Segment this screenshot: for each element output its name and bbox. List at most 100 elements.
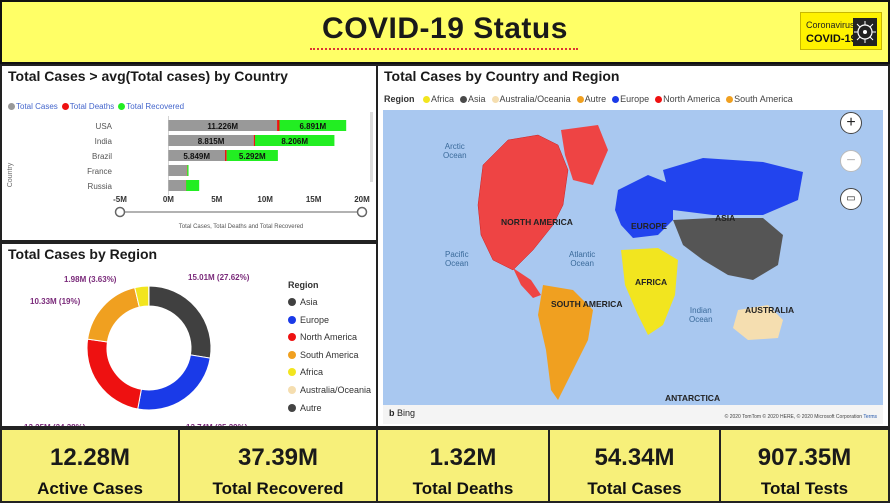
region-legend-item[interactable]: North America [288, 332, 371, 350]
kpi-strip: 12.28M Active Cases 37.39M Total Recovered 1… [0, 428, 890, 503]
bar-segment[interactable] [277, 120, 280, 131]
x-tick-label: -5M [113, 195, 127, 204]
legend-label: North America [663, 94, 721, 104]
legend-label: Australia/Oceania [300, 384, 372, 395]
header-banner: COVID-19 Status Coronavirus COVID-19 [0, 0, 890, 64]
x-tick-label: 15M [306, 195, 322, 204]
region-legend-item[interactable]: Australia/Oceania [288, 385, 371, 403]
x-axis-title: Total Cases, Total Deaths and Total Reco… [179, 224, 304, 230]
map-russia [663, 158, 803, 215]
atlantic-ocean-label: Atlantic Ocean [569, 250, 596, 268]
donut-data-label: 13.74M (25.29%) [186, 423, 248, 426]
select-region-button[interactable]: ▭ [840, 188, 862, 210]
country-bar-chart-panel: Total Cases > avg(Total cases) by Countr… [0, 64, 378, 242]
range-slider-handle-right[interactable] [356, 206, 368, 218]
bar-segment[interactable] [168, 150, 226, 161]
donut-data-label: 15.01M (27.62%) [188, 273, 250, 282]
legend-label: North America [300, 332, 358, 343]
donut-slice[interactable] [137, 354, 211, 411]
legend-dot [576, 96, 584, 103]
range-slider-handle-left[interactable] [114, 206, 126, 218]
bar-legend-item[interactable]: Total Deaths [61, 102, 114, 111]
kpi-card: 1.32M Total Deaths [376, 428, 550, 503]
europe-label: EUROPE [631, 221, 667, 231]
bar-segment[interactable] [187, 165, 189, 176]
map-europe [615, 175, 673, 238]
donut-slice[interactable] [148, 285, 212, 359]
map-legend-item[interactable]: Africa [423, 94, 454, 104]
world-map [383, 125, 883, 424]
donut-slice[interactable] [86, 338, 142, 410]
region-donut-chart: 15.01M (27.62%) 13.74M (25.29%) 13.25M (24… [24, 273, 250, 426]
zoom-out-button[interactable]: − [840, 150, 862, 172]
legend-dot [288, 315, 296, 324]
map-antarctica [383, 405, 883, 424]
map-legend-item[interactable]: Autre [576, 94, 606, 104]
kpi-value: 37.39M [237, 444, 319, 471]
map-central-america [513, 268, 541, 298]
world-map-panel: Total Cases by Country and Region Region… [376, 64, 890, 428]
bar-legend-item[interactable]: Total Recovered [118, 102, 184, 111]
legend-label: Europe [300, 314, 330, 325]
attribution-text: © 2020 TomTom © 2020 HERE, © 2020 Micros… [724, 414, 863, 420]
kpi-label: Total Tests [760, 479, 849, 498]
bar-chart-legend: Total Cases Total Deaths Total Recovered [8, 96, 188, 114]
asia-label: ASIA [715, 213, 736, 223]
map-legend-item[interactable]: Europe [612, 94, 649, 104]
bar-segment[interactable] [185, 180, 187, 191]
legend-dot [460, 96, 468, 103]
legend-label: Africa [431, 94, 455, 104]
bar-segment[interactable] [279, 120, 347, 131]
x-tick-label: 20M [354, 195, 370, 204]
bar-segment[interactable] [225, 150, 227, 161]
map-africa [621, 248, 678, 335]
map-south-america [538, 285, 593, 400]
australia-label: AUSTRALIA [745, 305, 795, 315]
region-legend-item[interactable]: Asia [288, 297, 371, 315]
y-axis-title: Country [7, 162, 14, 187]
region-legend-item[interactable]: Autre [288, 403, 371, 421]
map-legend-item[interactable]: Asia [460, 94, 486, 104]
region-legend-item[interactable]: South America [288, 350, 371, 368]
donut-data-label: 10.33M (19%) [30, 297, 81, 306]
north-america-label: NORTH AMERICA [501, 217, 573, 227]
donut-slice[interactable] [87, 287, 140, 343]
bar-segment[interactable] [168, 180, 186, 191]
country-label: Russia [88, 182, 113, 191]
x-tick-label: 10M [257, 195, 273, 204]
indian-ocean-label: Indian Ocean [689, 306, 713, 324]
map-canvas[interactable]: Arctic Ocean NORTH AMERICA EUROPE ASIA Pa… [383, 110, 883, 424]
bar-segment[interactable] [168, 135, 254, 146]
region-legend-title: Region [288, 280, 319, 290]
bar-data-label: 8.206M [281, 137, 308, 146]
bar-segment[interactable] [186, 180, 200, 191]
legend-dot [288, 298, 296, 306]
map-legend-item[interactable]: South America [726, 94, 793, 104]
kpi-label: Active Cases [37, 479, 143, 498]
legend-dot [61, 103, 69, 110]
zoom-in-button[interactable]: + [840, 112, 862, 134]
map-legend-item[interactable]: North America [655, 94, 720, 104]
map-legend-item[interactable]: Australia/Oceania [491, 94, 571, 104]
bar-segment[interactable] [226, 150, 278, 161]
region-legend-item[interactable]: Africa [288, 367, 371, 385]
bar-segment[interactable] [168, 165, 187, 176]
logo-line2: COVID-19 [806, 33, 857, 45]
bar-segment[interactable] [253, 135, 255, 146]
region-legend-item[interactable]: Europe [288, 315, 371, 333]
legend-dot [118, 103, 126, 110]
terms-link[interactable]: Terms [863, 414, 877, 420]
kpi-label: Total Cases [587, 479, 682, 498]
bar-segment[interactable] [254, 135, 335, 146]
kpi-label: Total Recovered [212, 479, 344, 498]
bar-segment[interactable] [168, 120, 278, 131]
map-greenland [561, 125, 608, 185]
map-legend: Region Africa Asia Australia/Oceania Autre E… [384, 94, 799, 104]
bar-segment[interactable] [186, 165, 188, 176]
virus-icon [853, 18, 877, 46]
kpi-card: 37.39M Total Recovered [178, 428, 378, 503]
country-label: USA [96, 122, 113, 131]
bar-legend-item[interactable]: Total Cases [8, 102, 58, 111]
legend-label: Africa [300, 367, 324, 378]
chart-scrollbar[interactable] [370, 112, 373, 182]
